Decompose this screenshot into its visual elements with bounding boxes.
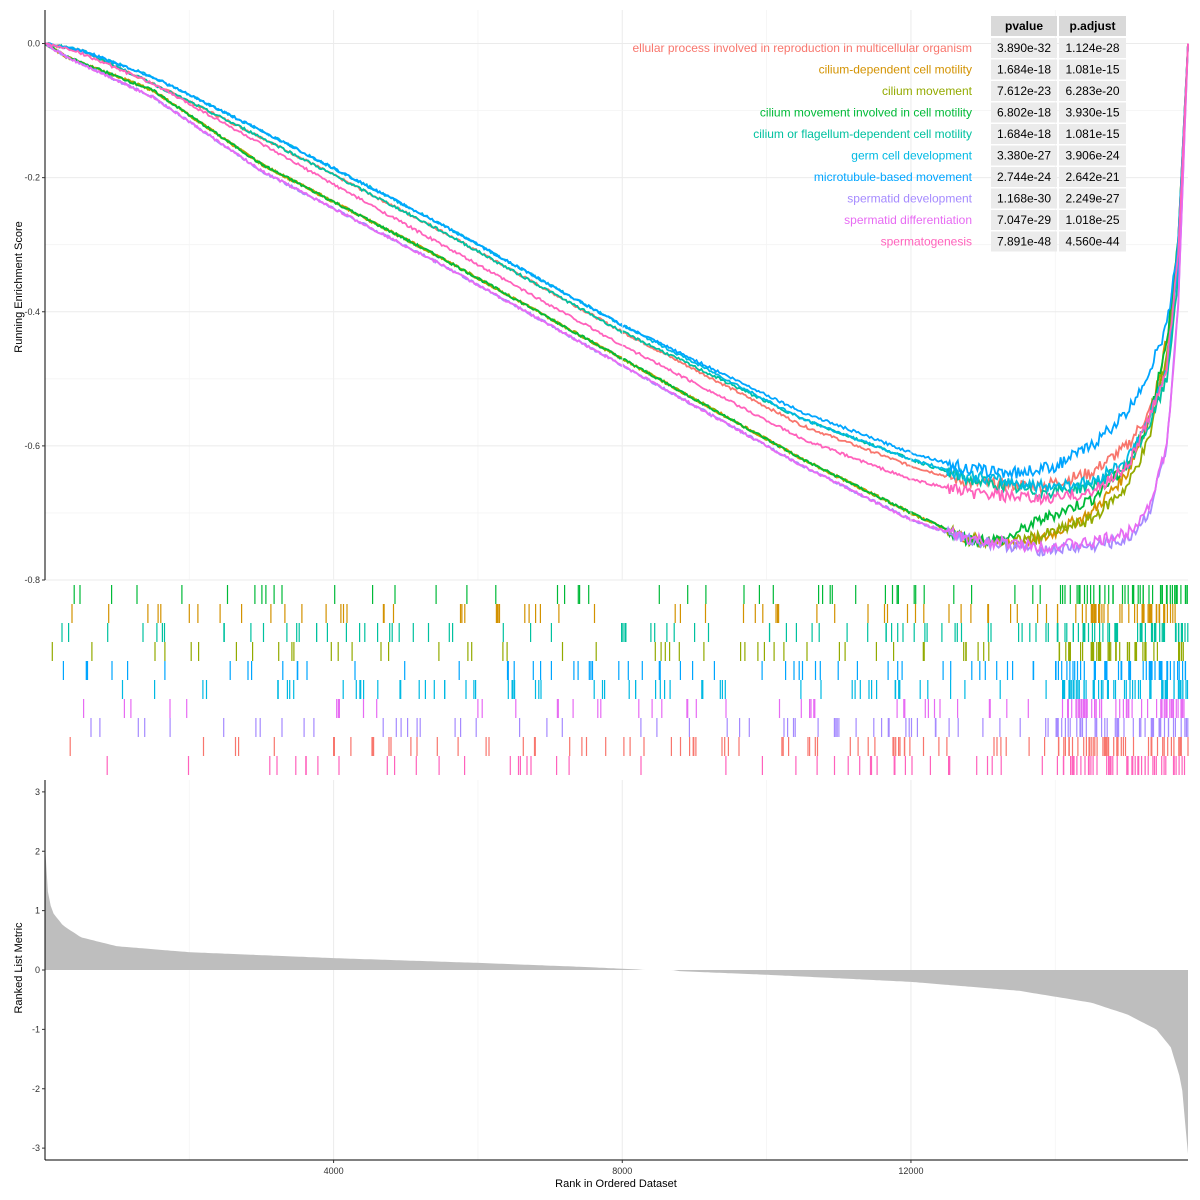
table-pvalue-7: 1.168e-30 xyxy=(997,192,1051,206)
table-pvalue-2: 7.612e-23 xyxy=(997,84,1051,98)
legend-label-5: germ cell development xyxy=(851,149,972,163)
bottom-x-tick-label-2: 12000 xyxy=(898,1166,923,1176)
top-y-tick-label-4: -0.8 xyxy=(24,575,40,585)
bottom-y-axis-title: Ranked List Metric xyxy=(13,922,25,1014)
table-padjust-4: 1.081e-15 xyxy=(1065,127,1119,141)
top-y-tick-label-1: -0.2 xyxy=(24,173,40,183)
legend-label-2: cilium movement xyxy=(882,84,973,98)
table-padjust-9: 4.560e-44 xyxy=(1065,235,1119,249)
table-padjust-6: 2.642e-21 xyxy=(1065,170,1119,184)
rug-row-8 xyxy=(69,737,1189,756)
bottom-y-tick-label-5: -2 xyxy=(32,1084,40,1094)
x-axis-title: Rank in Ordered Dataset xyxy=(555,1178,677,1190)
rug-row-5 xyxy=(121,680,1189,699)
table-cell-bg-pvalue-3 xyxy=(991,102,1057,123)
bottom-y-tick-label-6: -3 xyxy=(32,1143,40,1153)
top-panel-y-axis: 0.0 -0.2 -0.4 -0.6 -0.8 xyxy=(24,10,46,585)
table-cell-bg-padjust-9 xyxy=(1059,231,1126,252)
table-pvalue-3: 6.802e-18 xyxy=(997,106,1051,120)
table-cell-bg-padjust-5 xyxy=(1059,145,1126,166)
es-line-8 xyxy=(45,42,1189,555)
table-head-bg-pvalue xyxy=(991,16,1057,36)
bottom-x-tick-label-0: 4000 xyxy=(324,1166,344,1176)
rug-row-3 xyxy=(51,642,1184,661)
rug-row-7 xyxy=(90,718,1189,737)
legend-label-4: cilium or flagellum-dependent cell motil… xyxy=(753,127,972,141)
top-y-tick-label-2: -0.4 xyxy=(24,307,40,317)
table-cell-bg-pvalue-6 xyxy=(991,167,1057,187)
legend-label-1: cilium-dependent cell motility xyxy=(819,63,972,77)
rug-row-4 xyxy=(62,661,1187,680)
table-header-padjust: p.adjust xyxy=(1069,19,1115,33)
bottom-x-tick-label-1: 8000 xyxy=(612,1166,632,1176)
table-pvalue-5: 3.380e-27 xyxy=(997,149,1051,163)
bottom-y-tick-label-3: 0 xyxy=(35,965,40,975)
top-y-tick-label-3: -0.6 xyxy=(24,441,40,451)
bottom-y-tick-label-2: 1 xyxy=(35,906,40,916)
table-pvalue-4: 1.684e-18 xyxy=(997,127,1051,141)
bottom-y-tick-label-1: 2 xyxy=(35,846,40,856)
table-pvalue-1: 1.684e-18 xyxy=(997,63,1051,77)
es-line-6 xyxy=(44,42,1189,480)
ranked-metric-fill xyxy=(45,845,1188,1155)
table-pvalue-0: 3.890e-32 xyxy=(997,41,1051,55)
table-cell-bg-padjust-1 xyxy=(1059,59,1126,80)
legend-label-6: microtubule-based movement xyxy=(814,170,973,184)
top-y-tick-label-0: 0.0 xyxy=(27,39,40,49)
running-score-lines xyxy=(44,41,1189,557)
legend-label-8: spermatid differentiation xyxy=(844,213,972,227)
es-line-3 xyxy=(45,42,1189,548)
legend-label-3: cilium movement involved in cell motilit… xyxy=(760,106,972,120)
table-pvalue-6: 2.744e-24 xyxy=(997,170,1051,184)
table-cell-bg-pvalue-7 xyxy=(991,188,1057,209)
rug-row-9 xyxy=(106,756,1186,775)
table-cell-bg-padjust-3 xyxy=(1059,102,1126,123)
table-cell-bg-pvalue-4 xyxy=(991,124,1057,144)
table-pvalue-8: 7.047e-29 xyxy=(997,213,1051,227)
table-header-pvalue: pvalue xyxy=(1005,19,1043,33)
table-padjust-0: 1.124e-28 xyxy=(1065,41,1119,55)
bottom-y-tick-label-4: -1 xyxy=(32,1024,40,1034)
es-line-9 xyxy=(44,42,1189,506)
table-cell-bg-pvalue-0 xyxy=(991,38,1057,58)
ranked-metric-area xyxy=(45,845,1188,1155)
table-padjust-8: 1.018e-25 xyxy=(1065,213,1119,227)
rug-row-6 xyxy=(83,699,1185,718)
rug-row-2 xyxy=(61,623,1189,642)
table-cell-bg-pvalue-8 xyxy=(991,210,1057,230)
table-head-bg-padjust xyxy=(1059,16,1126,36)
legend-label-0: ellular process involved in reproduction… xyxy=(633,41,973,55)
es-line-4 xyxy=(44,41,1189,500)
table-cell-bg-pvalue-5 xyxy=(991,145,1057,166)
rug-row-1 xyxy=(71,604,1176,623)
gene-hit-rug xyxy=(51,585,1189,775)
rug-row-0 xyxy=(73,585,1188,604)
table-cell-bg-padjust-6 xyxy=(1059,167,1126,187)
legend-label-9: spermatogenesis xyxy=(881,235,972,249)
table-padjust-5: 3.906e-24 xyxy=(1065,149,1119,163)
top-y-axis-title: Running Enrichment Score xyxy=(13,221,25,352)
bottom-y-tick-label-0: 3 xyxy=(35,787,40,797)
bottom-panel-axes: 3 2 1 0 -1 -2 -3 4000 8000 12000 xyxy=(32,780,1188,1176)
table-padjust-7: 2.249e-27 xyxy=(1065,192,1119,206)
table-padjust-1: 1.081e-15 xyxy=(1065,63,1119,77)
table-pvalue-9: 7.891e-48 xyxy=(997,235,1051,249)
legend-table: pvalue p.adjust ellular process involved i… xyxy=(633,16,1126,252)
table-cell-bg-pvalue-2 xyxy=(991,81,1057,101)
table-cell-bg-padjust-7 xyxy=(1059,188,1126,209)
legend-label-7: spermatid development xyxy=(847,192,972,206)
table-cell-bg-pvalue-1 xyxy=(991,59,1057,80)
table-cell-bg-pvalue-9 xyxy=(991,231,1057,252)
table-cell-bg-padjust-2 xyxy=(1059,81,1126,101)
table-cell-bg-padjust-8 xyxy=(1059,210,1126,230)
table-cell-bg-padjust-4 xyxy=(1059,124,1126,144)
table-padjust-3: 3.930e-15 xyxy=(1065,106,1119,120)
table-padjust-2: 6.283e-20 xyxy=(1065,84,1119,98)
table-cell-bg-padjust-0 xyxy=(1059,38,1126,58)
